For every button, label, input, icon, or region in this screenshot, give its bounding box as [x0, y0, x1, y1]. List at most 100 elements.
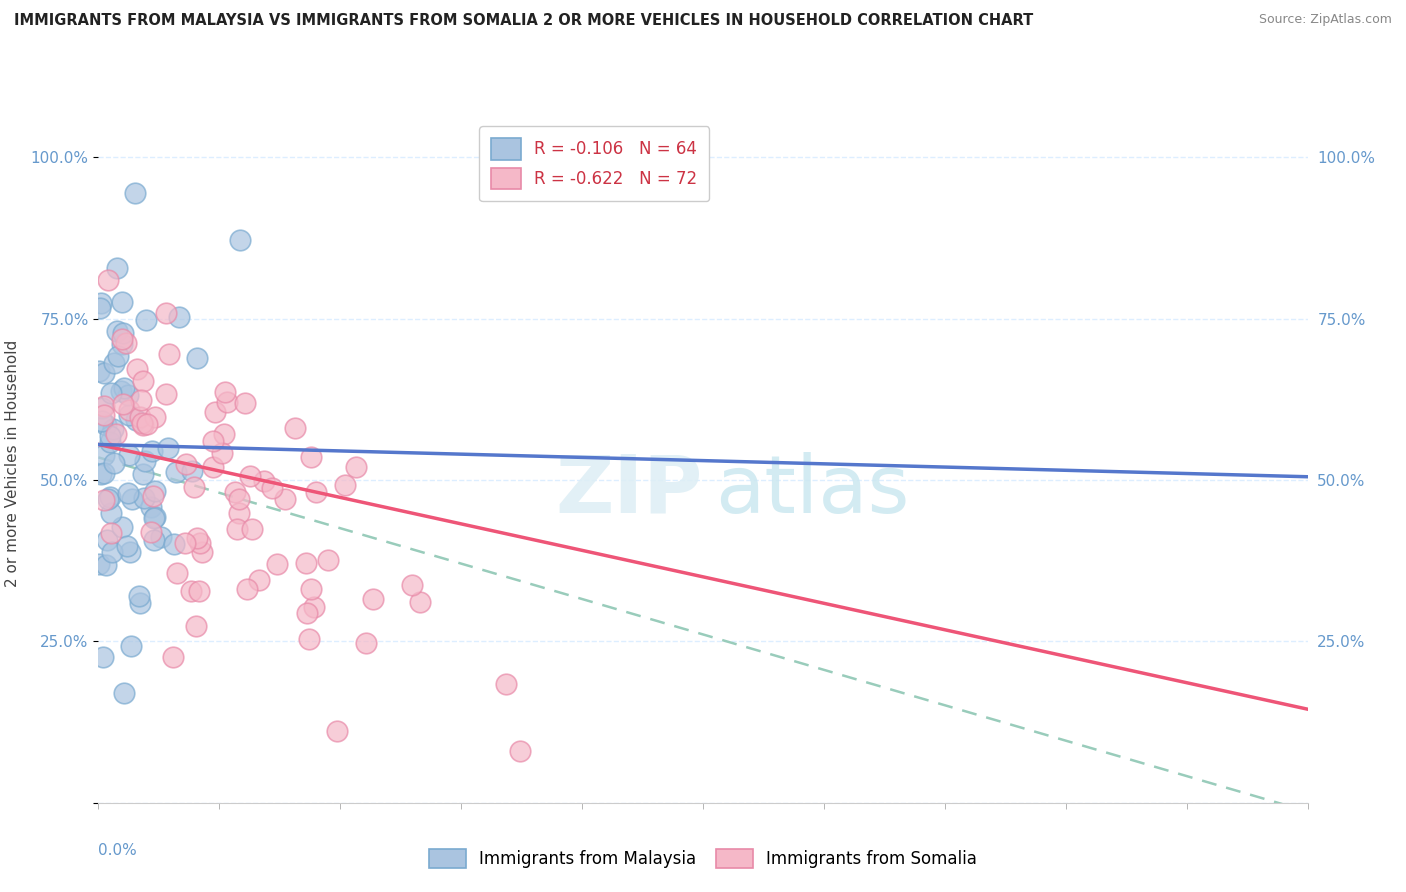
Point	[305, 484, 328, 499]
Point	[180, 464, 202, 478]
Point	[141, 443, 163, 458]
Point	[128, 596, 150, 610]
Point	[93, 493, 115, 508]
Point	[143, 410, 166, 425]
Point	[111, 520, 134, 534]
Point	[247, 574, 270, 588]
Point	[93, 399, 115, 413]
Point	[155, 387, 177, 401]
Point	[242, 522, 264, 536]
Text: ZIP: ZIP	[555, 452, 703, 530]
Point	[266, 557, 288, 571]
Point	[284, 421, 307, 435]
Point	[93, 409, 115, 423]
Point	[295, 557, 318, 571]
Point	[112, 686, 135, 700]
Point	[233, 396, 256, 410]
Point	[346, 459, 368, 474]
Text: atlas: atlas	[716, 452, 910, 530]
Point	[141, 500, 163, 515]
Point	[143, 510, 166, 524]
Point	[165, 465, 187, 479]
Point	[180, 583, 202, 598]
Point	[98, 428, 121, 442]
Point	[139, 525, 162, 540]
Point	[93, 448, 115, 462]
Point	[105, 260, 128, 275]
Point	[299, 450, 322, 464]
Point	[162, 649, 184, 664]
Point	[115, 540, 138, 554]
Point	[253, 475, 276, 489]
Point	[155, 306, 177, 320]
Point	[125, 362, 148, 376]
Point	[112, 397, 135, 411]
Point	[174, 536, 197, 550]
Point	[326, 724, 349, 739]
Point	[135, 313, 157, 327]
Point	[98, 490, 121, 504]
Point	[333, 477, 356, 491]
Point	[299, 582, 322, 596]
Text: IMMIGRANTS FROM MALAYSIA VS IMMIGRANTS FROM SOMALIA 2 OR MORE VEHICLES IN HOUSEH: IMMIGRANTS FROM MALAYSIA VS IMMIGRANTS F…	[14, 13, 1033, 29]
Point	[141, 489, 163, 503]
Point	[228, 491, 250, 506]
Point	[118, 448, 141, 462]
Point	[124, 186, 146, 201]
Point	[103, 422, 125, 436]
Text: Source: ZipAtlas.com: Source: ZipAtlas.com	[1258, 13, 1392, 27]
Y-axis label: 2 or more Vehicles in Household: 2 or more Vehicles in Household	[4, 340, 20, 588]
Point	[156, 441, 179, 455]
Point	[115, 335, 138, 350]
Point	[211, 446, 233, 460]
Point	[93, 649, 115, 664]
Point	[112, 326, 135, 341]
Point	[132, 467, 155, 481]
Point	[136, 417, 159, 432]
Point	[118, 408, 141, 422]
Point	[295, 606, 318, 620]
Legend: R = -0.106   N = 64, R = -0.622   N = 72: R = -0.106 N = 64, R = -0.622 N = 72	[479, 127, 709, 201]
Point	[174, 457, 197, 471]
Point	[111, 294, 134, 309]
Point	[166, 566, 188, 580]
Point	[162, 537, 184, 551]
Point	[111, 332, 134, 346]
Point	[229, 233, 252, 247]
Legend: Immigrants from Malaysia, Immigrants from Somalia: Immigrants from Malaysia, Immigrants fro…	[422, 842, 984, 875]
Point	[274, 491, 297, 506]
Point	[90, 296, 112, 310]
Point	[495, 677, 517, 691]
Point	[202, 460, 225, 475]
Point	[120, 639, 142, 653]
Point	[142, 511, 165, 525]
Point	[167, 310, 190, 325]
Point	[125, 412, 148, 426]
Point	[96, 533, 118, 547]
Point	[356, 635, 378, 649]
Point	[118, 403, 141, 417]
Point	[100, 525, 122, 540]
Point	[132, 491, 155, 505]
Point	[215, 395, 238, 409]
Point	[228, 507, 250, 521]
Text: 0.0%: 0.0%	[98, 844, 138, 858]
Point	[212, 426, 235, 441]
Point	[157, 347, 180, 361]
Point	[188, 535, 211, 549]
Point	[129, 392, 152, 407]
Point	[236, 582, 259, 596]
Point	[98, 435, 121, 450]
Point	[363, 592, 385, 607]
Point	[90, 414, 112, 428]
Point	[103, 456, 125, 470]
Point	[132, 417, 155, 432]
Point	[97, 491, 120, 506]
Point	[298, 632, 321, 646]
Point	[409, 595, 432, 609]
Point	[224, 485, 246, 500]
Point	[131, 374, 153, 388]
Point	[87, 558, 110, 572]
Point	[101, 545, 124, 559]
Point	[110, 384, 132, 398]
